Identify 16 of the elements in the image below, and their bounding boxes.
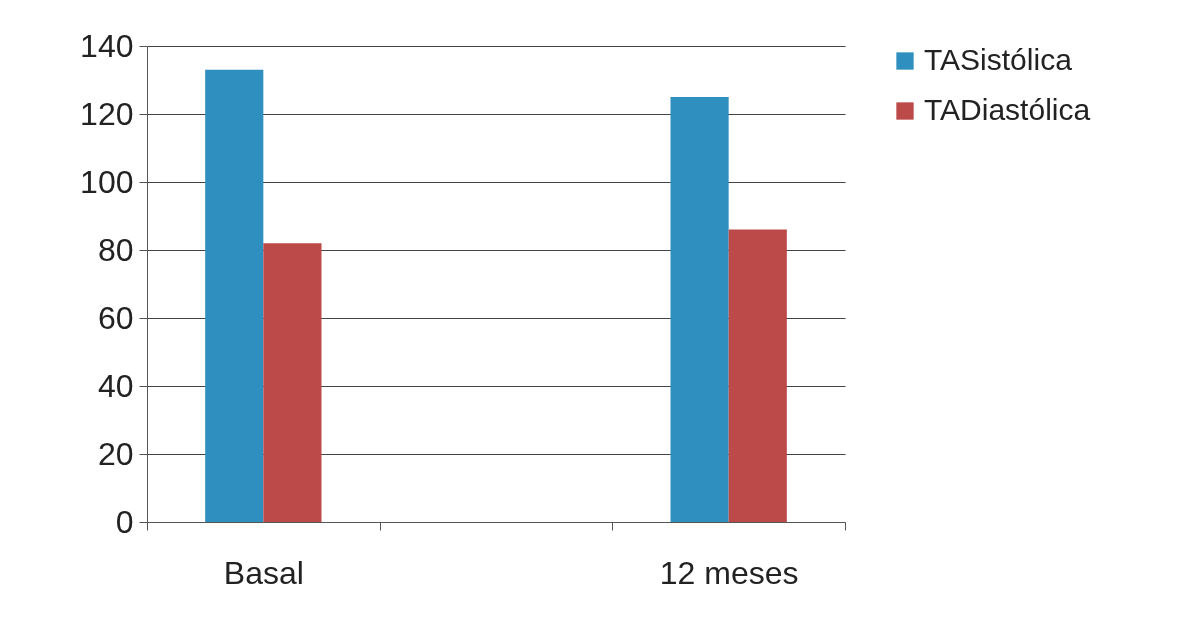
bar (205, 69, 264, 522)
bar (670, 97, 729, 522)
bar (728, 229, 787, 522)
bar (263, 243, 322, 522)
y-tick-label: 120 (80, 95, 134, 132)
legend-label: TADiastólica (924, 93, 1091, 126)
x-tick-label: 12 meses (659, 554, 799, 591)
y-tick-label: 100 (80, 163, 134, 200)
y-tick-label: 0 (115, 503, 134, 540)
y-tick-label: 20 (97, 435, 134, 472)
x-tick-label: Basal (223, 554, 304, 591)
y-tick-label: 40 (97, 367, 134, 404)
y-tick-label: 80 (97, 231, 134, 268)
y-tick-label: 60 (97, 299, 134, 336)
legend-label: TASistólica (924, 43, 1073, 76)
y-tick-label: 140 (80, 27, 134, 64)
